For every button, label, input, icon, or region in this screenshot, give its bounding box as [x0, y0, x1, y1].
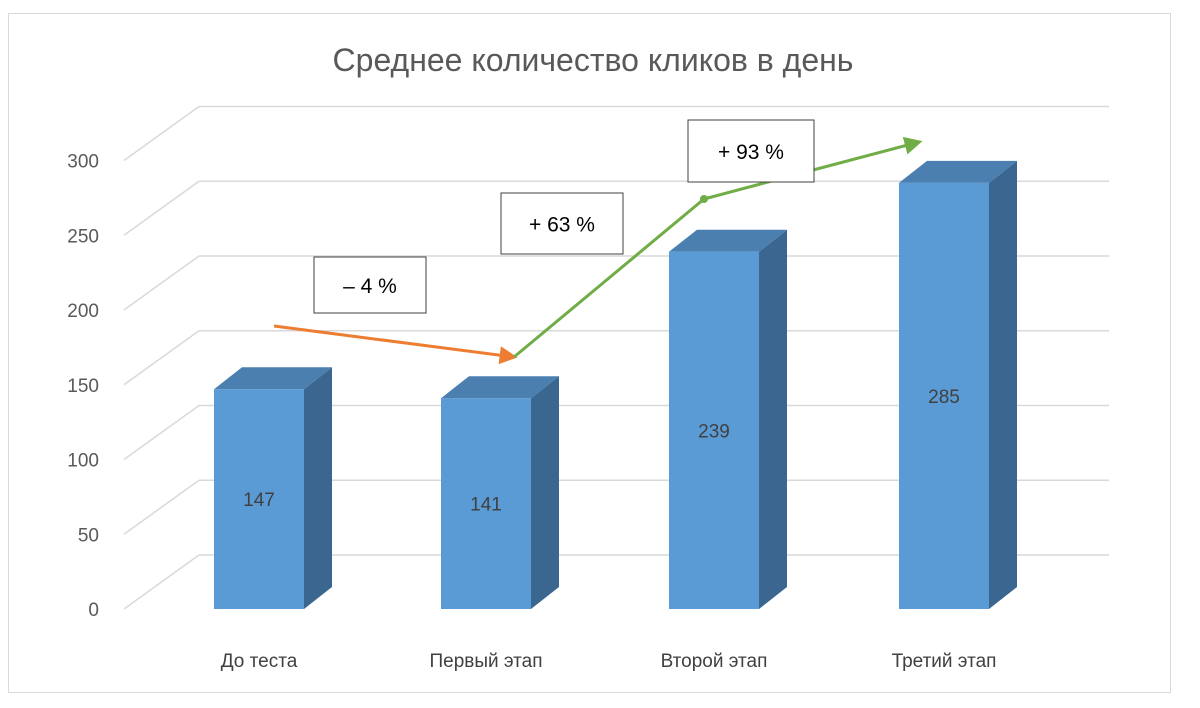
up-arrow	[513, 136, 923, 359]
y-tick-label: 300	[67, 152, 99, 173]
bar-side	[531, 376, 559, 609]
y-tick-label: 0	[88, 600, 99, 621]
arrow-joint	[700, 195, 708, 203]
bar-front	[899, 182, 989, 610]
bar: 147	[214, 367, 332, 609]
gridline-depth	[123, 479, 200, 535]
annotation-frame	[313, 256, 427, 314]
annotation-frame	[500, 192, 624, 255]
bar-front	[214, 389, 304, 609]
y-tick-label: 150	[67, 376, 99, 397]
bar-top	[899, 160, 1017, 183]
bar: 285	[899, 160, 1017, 610]
bar-side	[759, 229, 787, 609]
annotation-frame	[687, 119, 815, 183]
gridline-depth	[123, 554, 200, 610]
annotation-text: – 4 %	[343, 275, 397, 298]
y-tick-label: 100	[67, 451, 99, 472]
gridline-depth	[123, 180, 200, 236]
annotation-text: + 93 %	[718, 141, 784, 164]
bar-side	[989, 160, 1017, 610]
data-label: 141	[470, 495, 502, 516]
down-arrow	[273, 324, 518, 365]
bar-front	[669, 251, 759, 609]
bar: 239	[669, 229, 787, 609]
y-axis-ticks: 0 50 100 150 200 250 300	[67, 152, 99, 622]
bars: 147 141 239 285	[214, 160, 1017, 610]
bar-chart: Среднее количество кликов в день 0 50 100 1…	[67, 42, 1109, 672]
x-axis-categories: До теста Первый этап Второй этап Третий эта…	[221, 651, 997, 672]
y-tick-label: 250	[67, 226, 99, 247]
bar-top	[441, 376, 559, 399]
bar-side	[304, 367, 332, 609]
annotation-text: + 63 %	[529, 214, 595, 237]
annotation-box: + 93 %	[687, 119, 815, 183]
data-label: 239	[698, 421, 730, 442]
gridline-depth	[123, 105, 200, 162]
bar: 141	[441, 376, 559, 609]
x-category-label: Третий этап	[892, 651, 997, 672]
chart-frame: Среднее количество кликов в день 0 50 100 1…	[8, 13, 1171, 693]
annotations: – 4 % + 63 % + 93 %	[273, 119, 923, 365]
annotation-box: + 63 %	[500, 192, 624, 255]
x-category-label: Первый этап	[429, 651, 542, 672]
x-category-label: Второй этап	[661, 651, 768, 672]
gridline-depth	[123, 255, 200, 311]
data-label: 285	[928, 387, 960, 408]
bar-top	[669, 229, 787, 252]
x-category-label: До теста	[221, 651, 298, 672]
y-tick-label: 50	[78, 525, 99, 546]
y-tick-label: 200	[67, 301, 99, 322]
gridline-depth	[123, 330, 200, 386]
bar-top	[214, 367, 332, 390]
annotation-box: – 4 %	[313, 256, 427, 314]
data-label: 147	[243, 490, 275, 511]
chart-title: Среднее количество кликов в день	[333, 42, 854, 78]
gridline-depth	[123, 404, 200, 461]
bar-front	[441, 398, 531, 609]
